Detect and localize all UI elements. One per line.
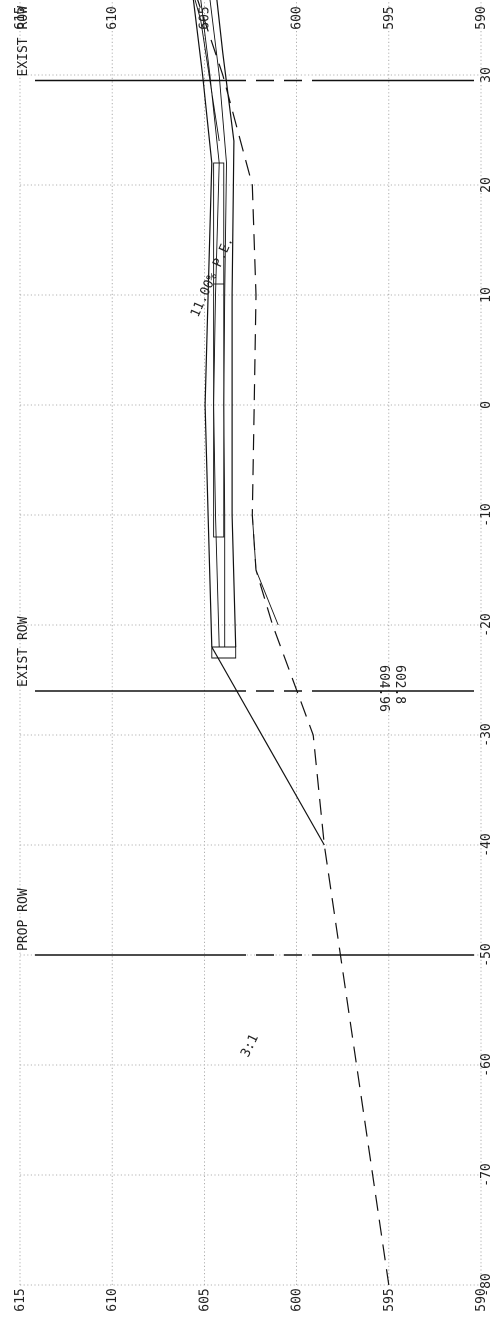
design-template [192, 0, 325, 846]
elevation-tick-bottom: 590 [474, 1288, 489, 1311]
offset-tick-label: -40 [479, 833, 494, 856]
grid [19, 0, 482, 1286]
cut-slope-label: 11.00% P.E. [188, 235, 237, 320]
offset-tick-label: -80 [479, 1273, 494, 1296]
row-label: EXIST ROW [16, 6, 31, 77]
elevation-tick-top: 595 [382, 6, 397, 29]
existing-ground-line [197, 0, 390, 1286]
offset-tick-label: -30 [479, 723, 494, 746]
existing-ground [197, 0, 390, 1286]
offset-tick-label: -60 [479, 1053, 494, 1076]
elevation-tick-top: 610 [105, 6, 120, 29]
curb-left [211, 646, 237, 659]
cut-slope-line [194, 0, 220, 142]
fill-slope-line [211, 646, 325, 846]
ground-elevation: 602.8 [392, 665, 407, 704]
elevation-tick-top: 605 [197, 6, 212, 29]
offset-tick-label: -10 [479, 503, 494, 526]
elevation-tick-bottom: 605 [197, 1288, 212, 1311]
base-course-top [200, 0, 220, 648]
elevation-tick-top: 590 [474, 6, 489, 29]
offset-tick-label: 10 [479, 287, 494, 303]
offset-tick-label: -50 [479, 943, 494, 966]
elevation-tick-top: 615 [13, 6, 28, 29]
elevation-tick-bottom: 610 [105, 1288, 120, 1311]
row-label: EXIST ROW [16, 616, 31, 687]
elevation-tick-bottom: 600 [290, 1288, 305, 1311]
offset-tick-label: 0 [479, 401, 494, 409]
subbase-top [209, 0, 227, 647]
finish-grade-elevation: 604.96 [376, 665, 391, 712]
subgrade-line [216, 0, 237, 648]
finish-grade-surface [192, 0, 213, 648]
offset-tick-label: -20 [479, 613, 494, 636]
fill-slope-label: 3:1 [238, 1032, 262, 1060]
offset-tick-label: 20 [479, 177, 494, 193]
elevation-tick-bottom: 595 [382, 1288, 397, 1311]
elevation-tick-top: 600 [290, 6, 305, 29]
pavement-box [213, 162, 225, 538]
offset-tick-label: 30 [479, 67, 494, 83]
elevation-tick-bottom: 615 [13, 1288, 28, 1311]
row-label: PROP ROW [16, 888, 31, 951]
offset-tick-label: -70 [479, 1163, 494, 1186]
